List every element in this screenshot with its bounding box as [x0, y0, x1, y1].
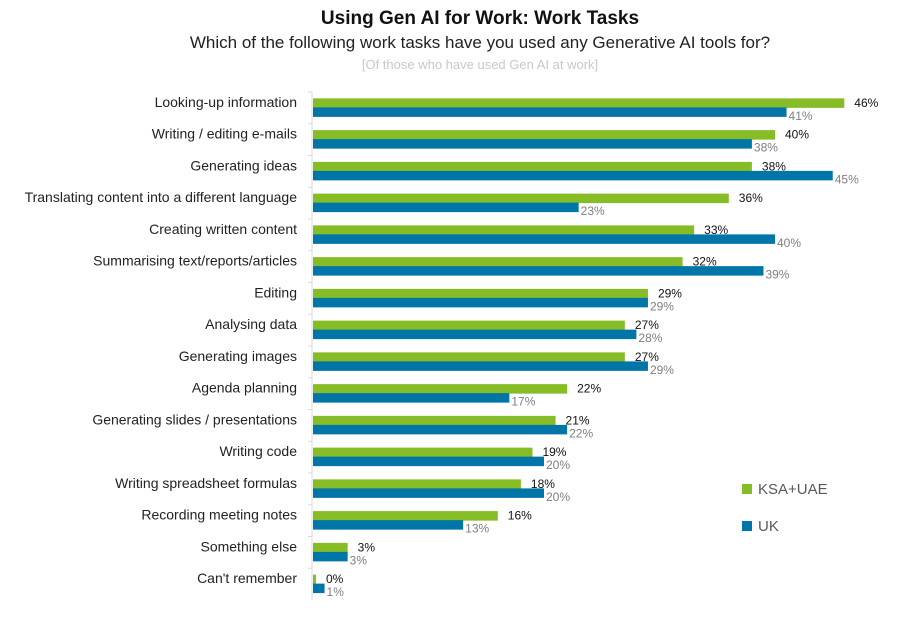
bar-ksa-uae: [313, 384, 568, 394]
chart-title: Using Gen AI for Work: Work Tasks: [320, 8, 640, 29]
bar-ksa-uae: [313, 193, 729, 204]
data-label: 27%: [635, 350, 659, 364]
data-label: 16%: [508, 509, 532, 523]
bar-uk: [313, 456, 544, 467]
category-label: Can't remember: [197, 570, 297, 586]
category-label: Writing code: [219, 443, 297, 459]
category-label: Generating images: [179, 348, 297, 364]
bar-uk: [313, 139, 752, 149]
bar-ksa-uae: [313, 98, 845, 108]
bar-ksa-uae: [313, 161, 752, 172]
data-label: 40%: [785, 128, 809, 142]
bar-uk: [313, 266, 764, 276]
data-label: 22%: [569, 426, 593, 440]
bar-ksa-uae: [313, 479, 521, 489]
data-label: 20%: [546, 490, 570, 504]
bar-ksa-uae: [313, 447, 533, 458]
legend-swatch: [742, 484, 752, 494]
legend-label: UK: [758, 518, 779, 535]
data-label: 17%: [511, 395, 535, 409]
category-label: Looking-up information: [155, 94, 297, 110]
data-label: 39%: [765, 268, 789, 282]
data-label: 22%: [577, 382, 601, 396]
data-label: 19%: [542, 445, 566, 459]
data-label: 20%: [546, 458, 570, 472]
category-label: Summarising text/reports/articles: [93, 253, 297, 269]
data-label: 21%: [566, 413, 590, 427]
bar-ksa-uae: [313, 225, 695, 235]
bar-uk: [313, 202, 579, 213]
data-label: 28%: [638, 331, 662, 345]
data-label: 27%: [635, 318, 659, 332]
bar-ksa-uae: [313, 542, 348, 553]
category-label: Agenda planning: [192, 380, 297, 396]
bar-ksa-uae: [313, 415, 556, 426]
bar-uk: [313, 393, 510, 403]
legend-label: KSA+UAE: [758, 481, 828, 498]
bar-uk: [313, 583, 325, 594]
category-label: Creating written content: [149, 221, 297, 237]
category-label: Analysing data: [205, 316, 297, 332]
chart-subtitle: Which of the following work tasks have y…: [189, 33, 771, 52]
bar-uk: [313, 488, 544, 498]
data-label: 29%: [658, 286, 682, 300]
bar-uk: [313, 520, 464, 530]
data-label: 29%: [650, 363, 674, 377]
data-label: 29%: [650, 299, 674, 313]
data-label: 3%: [358, 540, 376, 554]
category-label: Writing / editing e-mails: [152, 126, 297, 142]
data-label: 41%: [789, 109, 813, 123]
bar-ksa-uae: [313, 257, 683, 267]
bar-uk: [313, 424, 568, 435]
bar-uk: [313, 329, 637, 340]
bar-ksa-uae: [313, 288, 648, 299]
data-label: 32%: [693, 255, 717, 269]
category-label: Recording meeting notes: [141, 507, 297, 523]
data-label: 23%: [581, 204, 605, 218]
category-label: Writing spreadsheet formulas: [115, 475, 297, 491]
data-label: 45%: [835, 172, 859, 186]
category-label: Translating content into a different lan…: [25, 189, 298, 205]
bar-ksa-uae: [313, 574, 316, 585]
category-label: Editing: [254, 284, 297, 300]
bar-uk: [313, 297, 648, 308]
bar-uk: [313, 170, 833, 181]
data-label: 36%: [739, 191, 763, 205]
category-label: Something else: [200, 538, 297, 554]
data-label: 3%: [350, 553, 368, 567]
chart-note: [Of those who have used Gen AI at work]: [361, 57, 599, 72]
data-label: 18%: [531, 477, 555, 491]
bar-uk: [313, 234, 775, 244]
bar-ksa-uae: [313, 352, 625, 362]
bar-uk: [313, 361, 648, 371]
legend-swatch: [742, 521, 752, 531]
bar-ksa-uae: [313, 320, 625, 331]
bar-ksa-uae: [313, 130, 775, 140]
bar-ksa-uae: [313, 511, 498, 521]
data-label: 38%: [762, 159, 786, 173]
bar-uk: [313, 551, 348, 562]
data-label: 46%: [854, 96, 878, 110]
data-label: 38%: [754, 141, 778, 155]
category-label: Generating slides / presentations: [92, 411, 297, 427]
category-label: Generating ideas: [190, 157, 297, 173]
data-label: 33%: [704, 223, 728, 237]
data-label: 13%: [465, 522, 489, 536]
data-label: 40%: [777, 236, 801, 250]
data-label: 0%: [326, 572, 344, 586]
data-label: 1%: [327, 585, 345, 599]
bar-uk: [313, 107, 787, 117]
